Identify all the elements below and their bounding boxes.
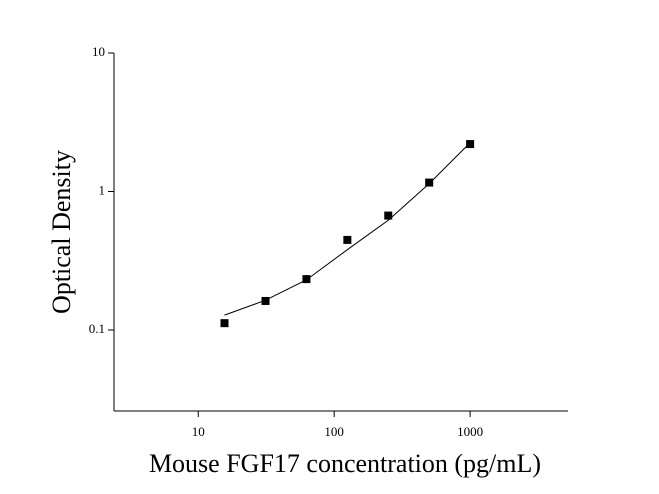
data-point xyxy=(261,296,270,305)
data-point xyxy=(384,211,393,220)
x-tick-label: 10 xyxy=(192,424,205,439)
data-point xyxy=(220,319,229,328)
data-point xyxy=(425,178,434,187)
data-point xyxy=(302,275,311,284)
data-point xyxy=(466,140,475,149)
y-tick-label: 1 xyxy=(99,182,106,197)
x-axis-title: Mouse FGF17 concentration (pg/mL) xyxy=(149,449,541,478)
x-tick-label: 1000 xyxy=(457,424,483,439)
fit-curve xyxy=(224,142,471,316)
x-tick-label: 100 xyxy=(324,424,344,439)
data-point xyxy=(343,235,352,244)
y-axis-title: Optical Density xyxy=(47,150,76,314)
y-tick-label: 0.1 xyxy=(89,321,105,336)
y-tick-label: 10 xyxy=(92,44,105,59)
